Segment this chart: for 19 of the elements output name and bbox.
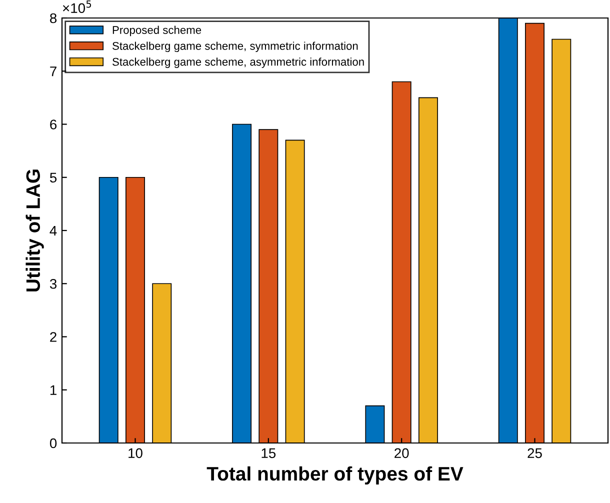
y-tick-label: 4 [50,226,57,236]
x-tick-label: 20 [394,448,409,458]
legend-label: Proposed scheme [112,26,202,36]
text: ×10$^{5}$ [62,0,92,14]
y-tick-label: 0 [50,438,57,448]
legend-label: Stackelberg game scheme, asymmetric information [112,58,364,68]
y-tick-label: 6 [50,120,57,130]
y-tick-label: 8 [50,13,57,24]
y-axis-title: Utility of LAG [26,170,44,292]
y-tick-label: 1 [50,385,56,395]
legend-label: Stackelberg game scheme, symmetric information [112,42,358,52]
x-tick-label: 15 [262,448,276,458]
x-tick-label: 10 [128,448,142,458]
y-tick-label: 7 [50,66,56,76]
x-tick-label: 25 [528,448,542,458]
y-tick-label: 3 [50,278,57,289]
y-tick-label: 2 [50,332,56,342]
x-axis-title: Total number of types of EV [206,466,464,484]
y-tick-label: 5 [50,172,57,183]
